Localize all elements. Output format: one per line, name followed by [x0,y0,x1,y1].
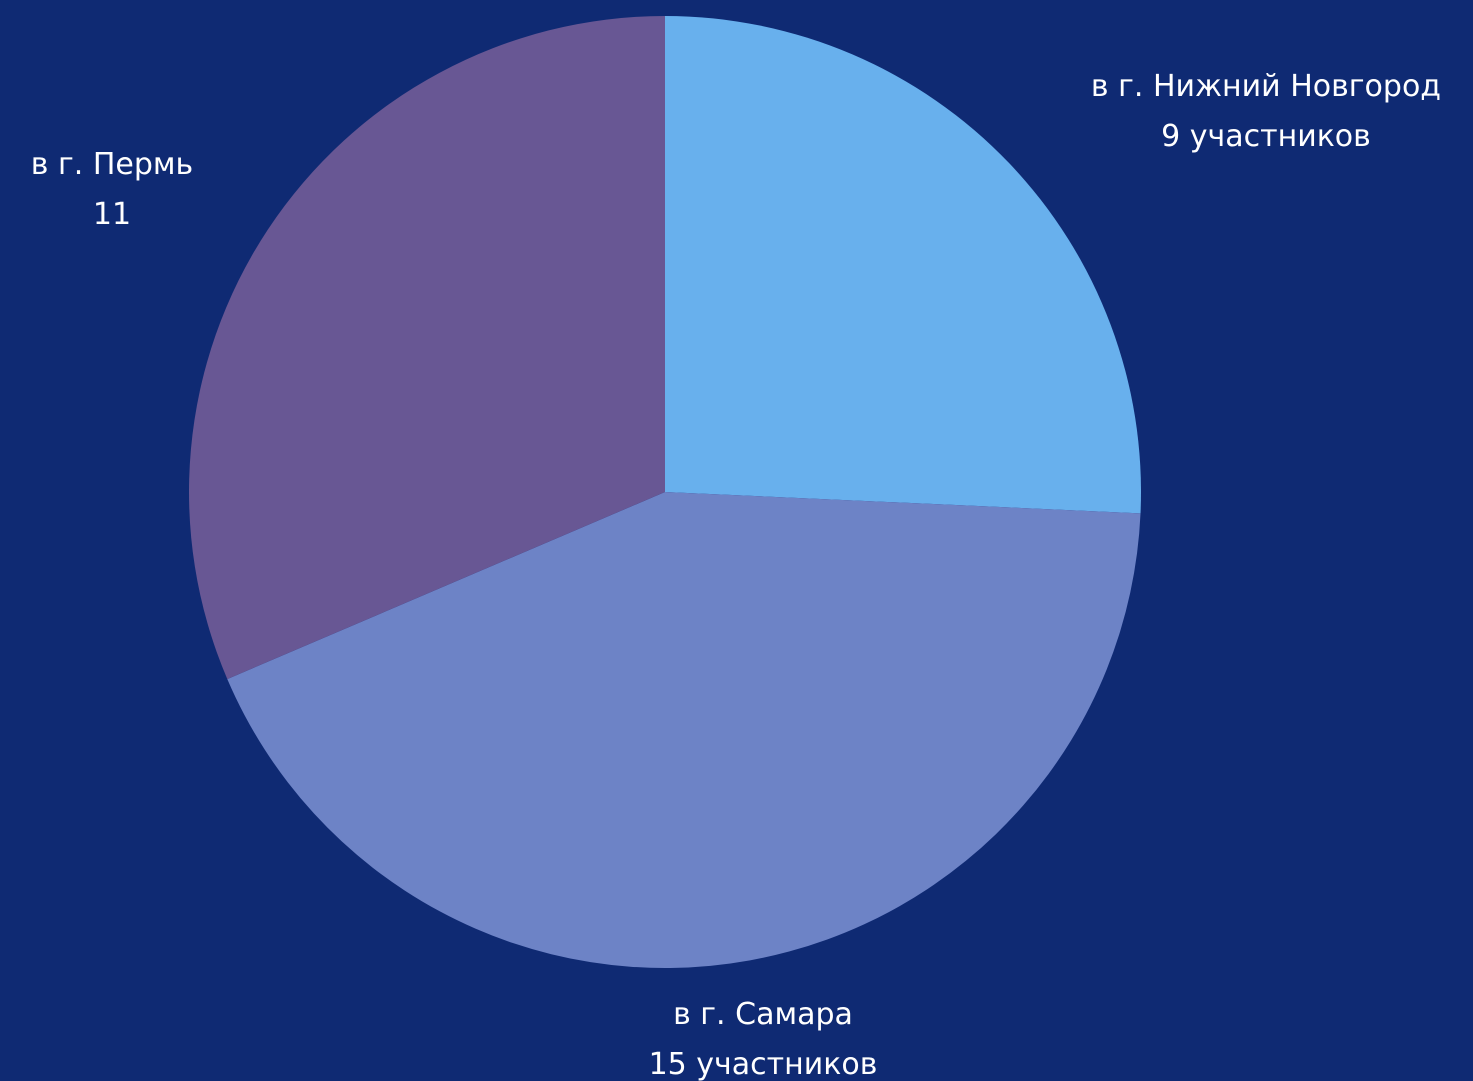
slice-perm [188,16,665,680]
label-perm: в г. Пермь 11 [31,147,193,232]
slice-label-nizhny-novgorod: в г. Нижний Новгород [1091,69,1441,104]
slice-value-nizhny-novgorod: 9 участников [1161,119,1371,154]
slices-layer [188,16,1141,969]
slice-label-samara: в г. Самара [673,997,853,1032]
slice-value-perm: 11 [93,197,131,232]
label-samara: в г. Самара 15 участников [649,997,878,1081]
slice-nizhny-novgorod [665,16,1141,514]
slice-label-perm: в г. Пермь [31,147,193,182]
slice-samara [227,492,1141,969]
label-nizhny-novgorod: в г. Нижний Новгород 9 участников [1091,69,1441,154]
slice-value-samara: 15 участников [649,1047,878,1081]
